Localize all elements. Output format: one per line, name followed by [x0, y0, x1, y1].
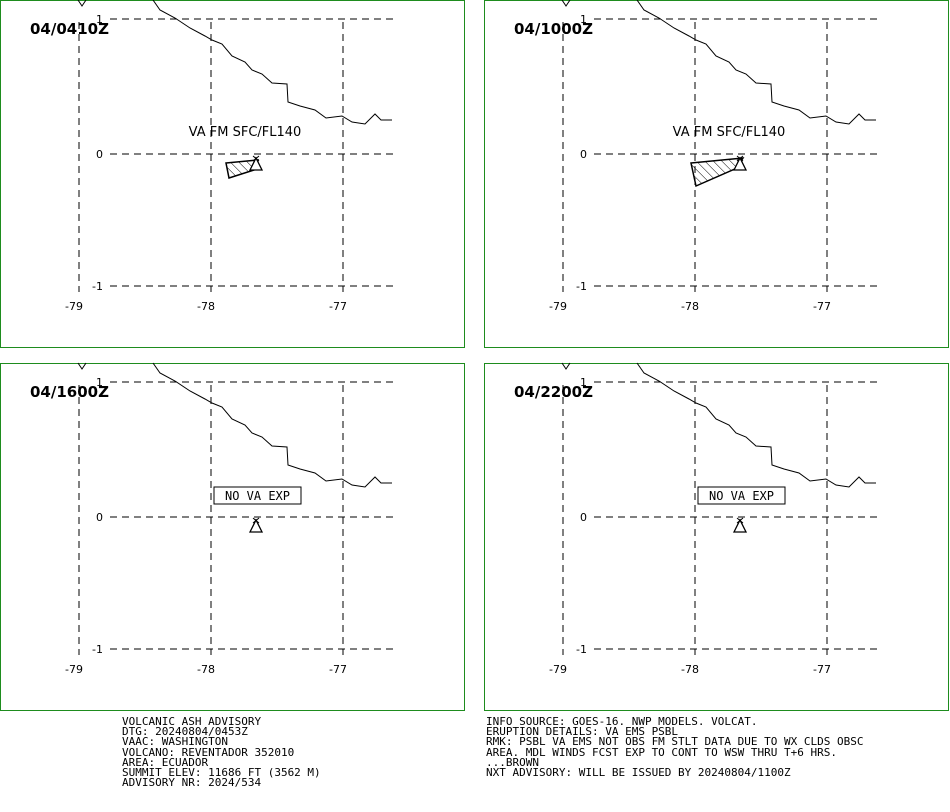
- coastline: [152, 0, 392, 125]
- lat-tick-label: -1: [92, 643, 103, 656]
- va-level-label: VA FM SFC/FL140: [189, 125, 302, 140]
- volcano-icon: [732, 518, 748, 533]
- lat-tick-label: -1: [92, 280, 103, 293]
- advisory-remarks-line: ERUPTION DETAILS: VA EMS PSBL: [486, 725, 679, 739]
- border-mark: [77, 0, 87, 7]
- advisory-remarks-line: ...BROWN: [486, 755, 539, 769]
- volcano-icon: [732, 156, 748, 171]
- volcano-vent-mark: [252, 155, 260, 162]
- lon-tick-label: -79: [65, 300, 83, 313]
- volcano-icon: [248, 156, 264, 171]
- advisory-header-text: VOLCANIC ASH ADVISORY DTG: 20240804/0453Z…: [122, 715, 321, 790]
- border-mark: [561, 0, 571, 7]
- advisory-header-line: VAAC: WASHINGTON: [122, 735, 228, 749]
- lon-tick-label: -79: [549, 300, 567, 313]
- advisory-remarks-text: INFO SOURCE: GOES-16. NWP MODELS. VOLCAT…: [486, 715, 864, 780]
- lon-tick-label: -77: [329, 300, 347, 313]
- no-va-label: NO VA EXP: [709, 489, 774, 503]
- advisory-header-line: SUMMIT ELEV: 11686 FT (3562 M): [122, 766, 321, 780]
- forecast-panel-4: -79 -78 -77 1 0 -1 04/2200Z NO VA EXP: [484, 362, 949, 711]
- lon-tick-label: -78: [197, 663, 215, 676]
- advisory-header-line: VOLCANIC ASH ADVISORY: [122, 715, 262, 728]
- panel-time-label: 04/2200Z: [514, 383, 593, 401]
- coastline: [152, 362, 392, 488]
- lat-tick-label: 1: [96, 13, 103, 26]
- forecast-panel-1: -79 -78 -77 1 0 -1 04/0410Z VA FM SFC/FL140: [0, 0, 465, 348]
- lat-tick-label: 0: [96, 511, 103, 524]
- lon-tick-label: -77: [329, 663, 347, 676]
- advisory-remarks-line: INFO SOURCE: GOES-16. NWP MODELS. VOLCAT…: [486, 715, 758, 728]
- va-level-label: VA FM SFC/FL140: [673, 125, 786, 140]
- advisory-remarks-line: AREA. MDL WINDS FCST EXP TO CONT TO WSW …: [486, 745, 837, 759]
- lon-tick-label: -79: [549, 663, 567, 676]
- lat-tick-label: 0: [580, 511, 587, 524]
- volcano-vent-mark: [736, 155, 744, 162]
- panel-border: [0, 363, 465, 711]
- lon-tick-label: -78: [197, 300, 215, 313]
- lat-tick-label: 0: [580, 148, 587, 161]
- volcano-vent-mark: [252, 517, 260, 524]
- lat-tick-label: 1: [580, 13, 587, 26]
- lon-tick-label: -77: [813, 663, 831, 676]
- panel-border: [0, 0, 465, 348]
- lon-tick-label: -77: [813, 300, 831, 313]
- panel-border: [484, 0, 949, 348]
- panel-time-label: 04/1600Z: [30, 383, 109, 401]
- coastline: [636, 362, 876, 488]
- forecast-panel-2: -79 -78 -77 1 0 -1 04/1000Z VA FM SFC/FL140: [484, 0, 949, 348]
- no-va-label: NO VA EXP: [225, 489, 290, 503]
- advisory-remarks-line: RMK: PSBL VA EMS NOT OBS FM STLT DATA DU…: [486, 735, 864, 749]
- panel-time-label: 04/1000Z: [514, 20, 593, 38]
- border-mark: [77, 362, 87, 370]
- lat-tick-label: -1: [576, 280, 587, 293]
- border-mark: [561, 362, 571, 370]
- lat-tick-label: 0: [96, 148, 103, 161]
- volcano-vent-mark: [736, 517, 744, 524]
- lat-tick-label: 1: [96, 376, 103, 389]
- advisory-header-line: DTG: 20240804/0453Z: [122, 725, 248, 739]
- coastline: [636, 0, 876, 125]
- no-va-box: [213, 486, 302, 505]
- panel-time-label: 04/0410Z: [30, 20, 109, 38]
- forecast-panel-3: -79 -78 -77 1 0 -1 04/1600Z NO VA EXP: [0, 362, 465, 711]
- lat-tick-label: 1: [580, 376, 587, 389]
- lon-tick-label: -78: [681, 663, 699, 676]
- advisory-header-line: ADVISORY NR: 2024/534: [122, 776, 262, 790]
- ash-cloud-area: [690, 157, 745, 188]
- advisory-header-line: AREA: ECUADOR: [122, 755, 209, 769]
- volcano-icon: [248, 518, 264, 533]
- lat-tick-label: -1: [576, 643, 587, 656]
- panel-border: [484, 363, 949, 711]
- no-va-box: [697, 486, 786, 505]
- lon-tick-label: -78: [681, 300, 699, 313]
- advisory-header-line: VOLCANO: REVENTADOR 352010: [122, 745, 295, 759]
- advisory-remarks-line: NXT ADVISORY: WILL BE ISSUED BY 20240804…: [486, 766, 791, 780]
- lon-tick-label: -79: [65, 663, 83, 676]
